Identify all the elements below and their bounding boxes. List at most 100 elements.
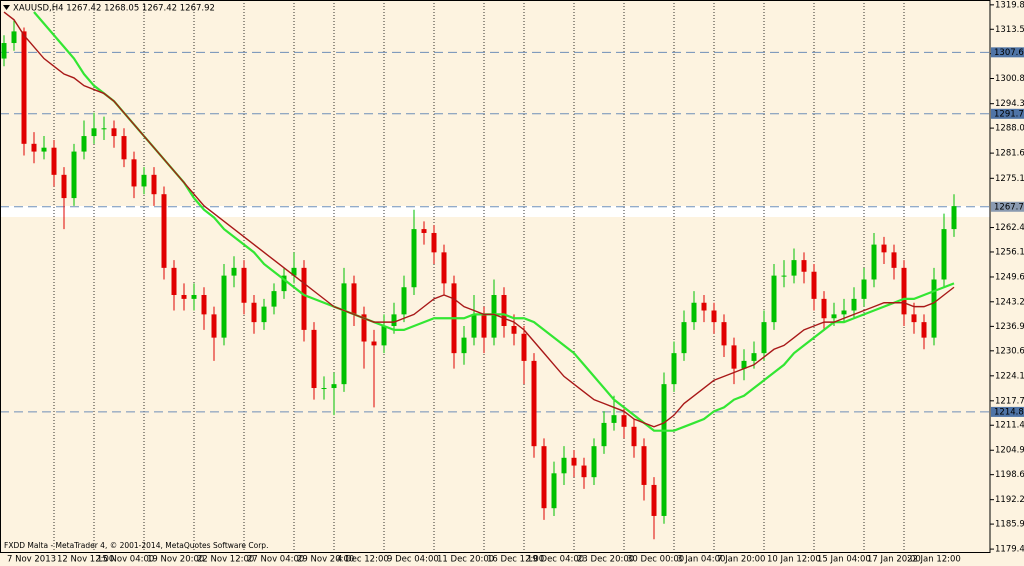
candle-body (821, 298, 827, 319)
candle-body (711, 310, 717, 323)
candle-body (771, 275, 777, 323)
level-label-box (991, 406, 1024, 417)
candle-body (201, 294, 207, 315)
candle-body (651, 484, 657, 516)
candle-body (371, 341, 377, 346)
candle-body (351, 283, 357, 315)
candle-body (151, 174, 157, 195)
footer: FXDD Malta - MetaTrader 4, © 2001-2014, … (4, 541, 268, 550)
candle-body (381, 326, 387, 346)
y-tick-label: 1217.70 (995, 396, 1024, 406)
candle-body (601, 422, 607, 447)
x-tick-label: 4 Dec 12:00 (337, 555, 389, 565)
candle-body (51, 147, 57, 175)
x-tick-label: 12 Nov 12:00 (57, 555, 114, 565)
candle-body (171, 267, 177, 295)
candle-body (291, 267, 297, 276)
candle-body (71, 151, 77, 199)
chart-title: XAUUSD,H4 1267.42 1268.05 1267.42 1267.9… (13, 4, 215, 14)
candle-body (131, 159, 137, 187)
candle-body (271, 291, 277, 307)
candle-body (11, 31, 17, 44)
candle-body (541, 446, 547, 509)
y-tick-label: 1300.85 (995, 74, 1024, 84)
y-tick-label: 1204.95 (995, 446, 1024, 456)
candle-body (741, 360, 747, 369)
candle-body (531, 360, 537, 447)
candle-body (661, 384, 667, 516)
candle-body (931, 279, 937, 338)
candle-body (621, 415, 627, 427)
candle-body (321, 388, 327, 390)
y-tick-label: 1281.60 (995, 149, 1024, 159)
x-tick-label: 22 Nov 12:00 (197, 555, 254, 565)
y-tick-label: 1198.65 (995, 470, 1024, 480)
candle-body (811, 271, 817, 299)
y-tick-label: 1256.10 (995, 247, 1024, 257)
candle-body (221, 275, 227, 338)
candle-body (871, 244, 877, 280)
candle-body (561, 457, 567, 474)
x-tick-label: 10 Jan 12:00 (767, 555, 821, 565)
candle-body (941, 229, 947, 280)
candle-body (261, 306, 267, 323)
candle-body (831, 314, 837, 319)
candle-body (791, 260, 797, 276)
level-label: 1214.84 (994, 407, 1024, 417)
candle-body (731, 345, 737, 369)
candle-body (511, 326, 517, 334)
y-tick-label: 1236.90 (995, 322, 1024, 332)
candle-body (331, 384, 337, 389)
candle-body (81, 136, 87, 152)
candle-body (281, 275, 287, 292)
x-tick-label: 23 Dec 20:00 (577, 555, 634, 565)
candle-body (681, 322, 687, 354)
candle-body (481, 314, 487, 338)
y-tick-label: 1288.05 (995, 124, 1024, 134)
candle-body (421, 229, 427, 233)
candle-body (611, 415, 617, 423)
level-label-box (991, 201, 1024, 212)
candle-body (231, 267, 237, 276)
candle-body (631, 426, 637, 447)
candle-body (241, 267, 247, 303)
candle-body (641, 446, 647, 485)
candle-body (191, 294, 197, 299)
y-tick-label: 1179.45 (995, 545, 1024, 555)
level-label: 1307.60 (994, 48, 1024, 58)
level-label-box (991, 47, 1024, 58)
candle-body (851, 298, 857, 311)
x-tick-label: 30 Dec 00:00 (627, 555, 684, 565)
candle-body (881, 244, 887, 253)
candle-body (31, 143, 37, 152)
x-tick-label: 16 Dec 12:00 (487, 555, 544, 565)
candle-body (471, 314, 477, 338)
candle-body (1, 43, 7, 59)
y-tick-label: 1262.40 (995, 223, 1024, 233)
candle-body (391, 314, 397, 327)
candle-body (571, 457, 577, 466)
candle-body (591, 446, 597, 478)
candle-body (311, 329, 317, 389)
candle-body (901, 267, 907, 315)
x-tick-label: 27 Nov 04:00 (247, 555, 304, 565)
candle-body (781, 275, 787, 277)
candle-body (141, 174, 147, 187)
candle-body (521, 333, 527, 361)
candle-body (61, 174, 67, 199)
y-tick-label: 1249.65 (995, 272, 1024, 282)
candle-body (211, 314, 217, 338)
candle-body (401, 287, 407, 315)
candle-body (801, 260, 807, 272)
candle-body (461, 337, 467, 354)
level-label: 1291.74 (994, 109, 1024, 119)
level-label-box (991, 108, 1024, 119)
candle-body (751, 353, 757, 361)
level-label: 1267.76 (994, 202, 1024, 212)
candle-body (671, 353, 677, 385)
x-tick-label: 15 Jan 04:00 (817, 555, 871, 565)
candle-body (431, 232, 437, 253)
x-tick-label: 7 Jan 20:00 (717, 555, 765, 565)
candle-body (41, 147, 47, 152)
x-tick-label: 11 Dec 20:00 (437, 555, 494, 565)
